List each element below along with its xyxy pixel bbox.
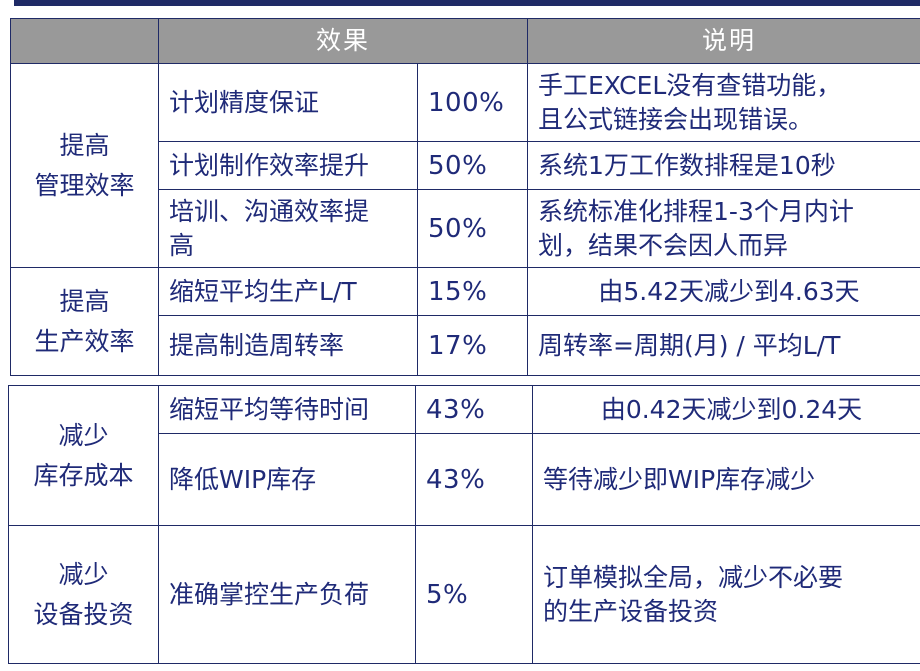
benefits-table-top: 效果 说明 提高 管理效率 计划精度保证 100% 手工EXCEL没有查错功能，… xyxy=(10,18,920,376)
note-cell: 系统标准化排程1-3个月内计 划，结果不会因人而异 xyxy=(527,189,920,268)
table-row: 减少 库存成本 缩短平均等待时间 43% 由0.42天减少到0.24天 xyxy=(8,385,920,526)
item-cell: 缩短平均等待时间 xyxy=(158,385,416,434)
item-cell: 准确掌控生产负荷 xyxy=(158,525,416,664)
item-cell: 提高制造周转率 xyxy=(158,315,418,376)
table-row: 计划制作效率提升 50% 系统1万工作数排程是10秒 xyxy=(11,141,920,190)
category-cell: 减少 库存成本 xyxy=(8,385,159,526)
note-line: 划，结果不会因人而异 xyxy=(538,230,789,260)
category-line: 提高 xyxy=(59,286,110,316)
category-line: 提高 xyxy=(59,130,110,160)
value-cell: 15% xyxy=(416,267,529,316)
item-line: 高 xyxy=(169,230,195,260)
table-row: 提高制造周转率 17% 周转率=周期(月) / 平均L/T xyxy=(11,315,920,376)
item-cell: 培训、沟通效率提 高 xyxy=(158,189,418,268)
category-line: 管理效率 xyxy=(34,170,135,200)
item-cell: 降低WIP库存 xyxy=(158,433,416,526)
category-cell: 减少 设备投资 xyxy=(8,525,159,664)
table-row: 提高 管理效率 计划精度保证 100% 手工EXCEL没有查错功能， 且公式链接… xyxy=(10,63,920,268)
header-explanation: 说明 xyxy=(527,18,920,64)
note-line: 且公式链接会出现错误。 xyxy=(538,104,814,134)
note-line: 订单模拟全局，减少不必要 xyxy=(543,562,844,592)
value-cell: 50% xyxy=(416,189,529,268)
category-line: 设备投资 xyxy=(33,599,134,629)
category-line: 库存成本 xyxy=(33,460,134,490)
table-row: 培训、沟通效率提 高 50% 系统标准化排程1-3个月内计 划，结果不会因人而异 xyxy=(11,189,920,268)
value-cell: 100% xyxy=(416,63,529,142)
header-effect: 效果 xyxy=(157,18,529,64)
value-cell: 17% xyxy=(416,315,529,376)
note-line: 系统标准化排程1-3个月内计 xyxy=(538,196,854,226)
benefits-table-bottom: 减少 库存成本 缩短平均等待时间 43% 由0.42天减少到0.24天 降低WI… xyxy=(8,385,920,664)
header-row: 效果 说明 xyxy=(10,18,920,64)
item-line: 培训、沟通效率提 xyxy=(169,196,370,226)
note-line: 的生产设备投资 xyxy=(543,596,719,626)
note-cell: 周转率=周期(月) / 平均L/T xyxy=(527,315,920,376)
value-cell: 50% xyxy=(416,141,529,190)
category-line: 减少 xyxy=(58,420,109,450)
note-cell: 系统1万工作数排程是10秒 xyxy=(527,141,920,190)
category-cell: 提高 管理效率 xyxy=(10,63,159,268)
item-cell: 计划精度保证 xyxy=(158,63,418,142)
table-row: 提高 生产效率 缩短平均生产L/T 15% 由5.42天减少到4.63天 xyxy=(10,267,920,376)
header-blank xyxy=(10,18,159,64)
note-cell: 手工EXCEL没有查错功能， 且公式链接会出现错误。 xyxy=(527,63,920,142)
value-cell: 43% xyxy=(415,433,533,526)
note-cell: 由5.42天减少到4.63天 xyxy=(527,267,920,316)
value-cell: 43% xyxy=(415,385,533,434)
note-cell: 由0.42天减少到0.24天 xyxy=(532,385,920,434)
note-cell: 订单模拟全局，减少不必要 的生产设备投资 xyxy=(532,525,920,664)
table-row: 减少 设备投资 准确掌控生产负荷 5% 订单模拟全局，减少不必要 的生产设备投资 xyxy=(8,525,920,664)
table-row: 降低WIP库存 43% 等待减少即WIP库存减少 xyxy=(9,433,920,526)
item-cell: 缩短平均生产L/T xyxy=(158,267,418,316)
item-cell: 计划制作效率提升 xyxy=(158,141,418,190)
category-cell: 提高 生产效率 xyxy=(10,267,159,376)
note-cell: 等待减少即WIP库存减少 xyxy=(532,433,920,526)
value-cell: 5% xyxy=(415,525,533,664)
top-accent-bar xyxy=(14,0,920,6)
category-line: 减少 xyxy=(58,559,109,589)
note-line: 手工EXCEL没有查错功能， xyxy=(538,70,842,100)
category-line: 生产效率 xyxy=(34,326,135,356)
